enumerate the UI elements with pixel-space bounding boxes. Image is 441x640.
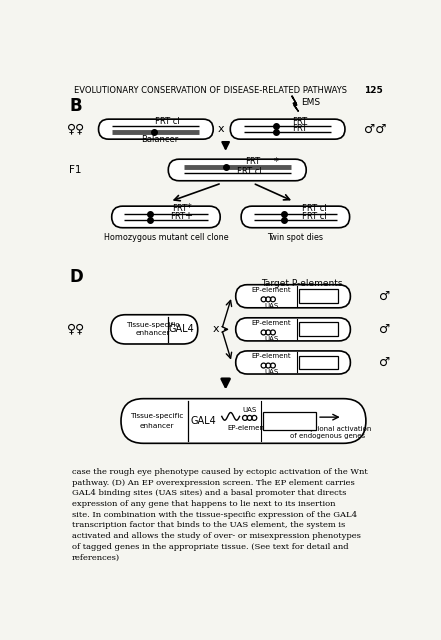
Text: EVOLUTIONARY CONSERVATION OF DISEASE-RELATED PATHWAYS: EVOLUTIONARY CONSERVATION OF DISEASE-REL… [74,86,347,95]
Polygon shape [292,96,299,111]
Text: UAS: UAS [264,303,278,309]
FancyBboxPatch shape [112,206,220,228]
Text: UAS: UAS [264,337,278,342]
FancyBboxPatch shape [98,119,213,139]
Text: EP-element: EP-element [251,320,291,326]
Text: FRT cl: FRT cl [155,117,180,126]
Text: *: * [273,157,278,166]
Text: ♂: ♂ [379,323,390,336]
Text: Genes X,Y,Z: Genes X,Y,Z [264,417,315,426]
Text: GAL4: GAL4 [190,416,216,426]
Text: EP-element: EP-element [251,287,291,293]
Text: UAS: UAS [264,369,278,376]
Text: enhancer: enhancer [135,330,170,336]
FancyBboxPatch shape [121,399,366,444]
FancyBboxPatch shape [230,119,345,139]
Text: Transcriptional activation: Transcriptional activation [283,426,371,432]
Text: FRT cl: FRT cl [302,212,326,221]
Text: case the rough eye phenotype caused by ectopic activation of the Wnt
pathway. (D: case the rough eye phenotype caused by e… [72,468,368,561]
Text: +: + [183,211,192,221]
Text: FRT: FRT [170,212,185,221]
Text: *: * [187,204,191,214]
FancyBboxPatch shape [168,159,306,180]
Text: FRT: FRT [245,157,260,166]
Text: ♂♂: ♂♂ [364,123,386,136]
Bar [299,356,338,369]
Text: ♂: ♂ [379,356,390,369]
Text: of endogenous genes: of endogenous genes [290,433,365,440]
Bar [299,289,338,303]
Text: Twin spot dies: Twin spot dies [267,233,323,242]
Text: GAL4: GAL4 [168,324,194,334]
Text: enhancer: enhancer [139,422,174,429]
Text: 125: 125 [363,86,382,95]
FancyBboxPatch shape [235,351,351,374]
Text: ♀♀: ♀♀ [67,323,85,336]
Text: UAS: UAS [243,407,257,413]
FancyBboxPatch shape [235,285,351,308]
Text: D: D [69,268,83,285]
Text: EP-element: EP-element [228,425,267,431]
Text: FRT cl: FRT cl [302,204,326,213]
Text: EMS: EMS [301,98,320,107]
Text: ♀♀: ♀♀ [67,123,85,136]
Text: Homozygous mutant cell clone: Homozygous mutant cell clone [104,233,228,242]
Text: x: x [212,324,219,334]
Text: Gene Z: Gene Z [302,358,335,367]
Bar [263,412,315,430]
Text: Tissue-specific: Tissue-specific [130,413,183,419]
Text: Balancer: Balancer [141,134,178,143]
Text: FRT: FRT [292,117,307,126]
Text: FRT: FRT [172,204,187,213]
FancyBboxPatch shape [235,318,351,341]
Bar [299,323,338,336]
Text: Gene Y: Gene Y [303,325,335,334]
Text: EP-element: EP-element [251,353,291,359]
Text: B: B [69,97,82,115]
Text: FRT: FRT [292,124,307,133]
Text: Gene X: Gene X [302,292,335,301]
Text: F1: F1 [69,165,82,175]
Text: x: x [218,124,224,134]
Text: ♂: ♂ [379,290,390,303]
Text: FRT cl: FRT cl [236,167,261,176]
Text: Tissue-specific: Tissue-specific [126,322,179,328]
Text: Target P-elements: Target P-elements [261,278,342,287]
FancyBboxPatch shape [111,315,198,344]
FancyBboxPatch shape [241,206,350,228]
